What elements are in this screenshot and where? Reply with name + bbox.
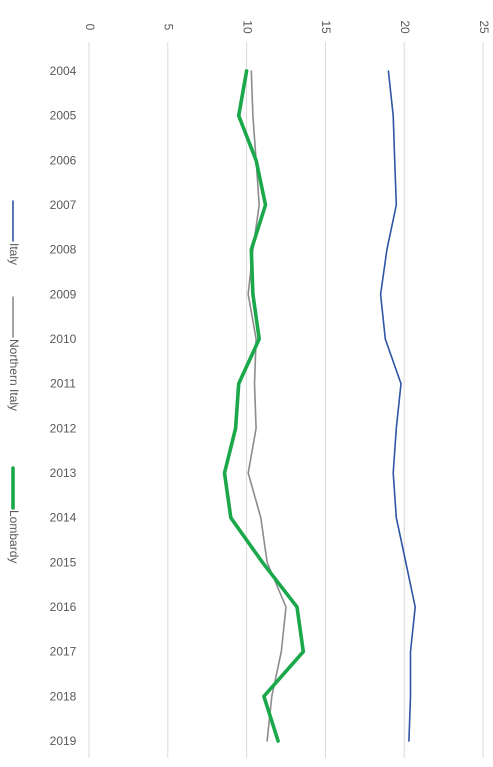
category-axis-ticks: 2004 2005 2006 2007 2008 2009 2010 2011 2012 2013… (50, 64, 77, 748)
value-axis-ticks: 0 5 10 15 20 25 (83, 20, 491, 34)
value-tick-label: 5 (162, 24, 176, 31)
series-line-lombardy (222, 69, 306, 743)
category-tick-label: 2005 (50, 109, 77, 123)
category-tick-label: 2014 (50, 511, 77, 525)
series-line-italy (379, 70, 417, 742)
category-tick-label: 2008 (50, 243, 77, 257)
category-tick-label: 2009 (50, 287, 77, 301)
category-tick-label: 2004 (50, 64, 77, 78)
legend-label: Lombardy (7, 510, 21, 563)
category-tick-label: 2013 (50, 466, 77, 480)
category-tick-label: 2007 (50, 198, 77, 212)
value-tick-label: 0 (83, 24, 97, 31)
gridlines (88, 42, 484, 758)
series-line-northern-italy (247, 70, 287, 742)
category-tick-label: 2012 (50, 421, 77, 435)
category-tick-label: 2006 (50, 153, 77, 167)
category-tick-label: 2019 (50, 734, 77, 748)
legend: Italy Northern Italy Lombardy (7, 200, 21, 563)
value-tick-label: 15 (319, 20, 333, 34)
category-tick-label: 2017 (50, 645, 77, 659)
series-lines (222, 69, 417, 743)
category-tick-label: 2018 (50, 689, 77, 703)
category-tick-label: 2016 (50, 600, 77, 614)
category-tick-label: 2015 (50, 555, 77, 569)
value-tick-label: 25 (477, 20, 491, 34)
category-tick-label: 2010 (50, 332, 77, 346)
legend-label: Italy (7, 243, 21, 265)
value-tick-label: 20 (398, 20, 412, 34)
legend-label: Northern Italy (7, 339, 21, 411)
category-tick-label: 2011 (50, 377, 76, 391)
value-tick-label: 10 (240, 20, 254, 34)
